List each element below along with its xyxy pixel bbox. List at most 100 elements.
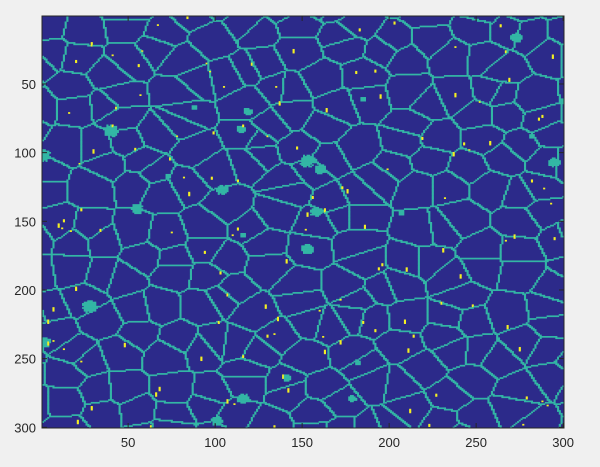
boundary-cell-2248 — [433, 173, 438, 176]
boundary-cell-3602 — [111, 276, 114, 279]
boundary-cell-4289 — [238, 326, 245, 329]
boundary-cell-696 — [426, 65, 429, 68]
boundary-cell-4151 — [337, 316, 340, 319]
boundary-cell-2838 — [327, 219, 332, 221]
boundary-cell-3039 — [560, 232, 563, 235]
boundary-cell-1759 — [379, 140, 382, 143]
boundary-cell-1596 — [459, 128, 467, 131]
boundary-cell-4955 — [485, 370, 490, 373]
boundary-cell-4745 — [80, 356, 83, 359]
boundary-cell-427 — [440, 47, 443, 50]
boundary-cell-3246 — [186, 249, 189, 252]
boundary-cell-4917 — [400, 367, 405, 370]
boundary-cell-3845 — [228, 294, 231, 297]
boundary-cell-962 — [42, 86, 48, 88]
boundary-cell-2631 — [443, 202, 450, 205]
spot-cell-3007 — [170, 231, 173, 234]
boundary-cell-3089 — [116, 237, 119, 239]
spot-cell-4348 — [374, 330, 377, 333]
boundary-cell-2561 — [344, 197, 349, 199]
boundary-cell-1123 — [66, 97, 78, 99]
boundary-cell-4634 — [532, 348, 535, 351]
boundary-cell-2193 — [170, 171, 173, 173]
boundary-cell-2589 — [179, 200, 182, 202]
boundary-cell-995 — [384, 87, 387, 90]
boundary-cell-4220 — [426, 320, 429, 323]
boundary-cell-3428 — [245, 264, 248, 267]
boundary-cell-4871 — [259, 364, 267, 367]
boundary-cell-4480 — [191, 340, 194, 342]
boundary-cell-3239 — [450, 248, 455, 250]
boundary-cell-2858 — [428, 220, 431, 223]
boundary-cell-1903 — [108, 151, 112, 154]
boundary-cell-1085 — [226, 94, 229, 96]
spot-cell-192 — [358, 29, 361, 32]
boundary-cell-1086 — [261, 94, 264, 96]
boundary-cell-227 — [515, 32, 520, 35]
boundary-cell-430 — [511, 47, 514, 50]
boundary-cell-516 — [200, 54, 205, 57]
boundary-cell-2046 — [409, 160, 412, 162]
boundary-cell-1115 — [419, 95, 422, 98]
boundary-cell-3723 — [188, 286, 191, 289]
boundary-cell-1474 — [557, 120, 563, 123]
boundary-cell-863 — [259, 77, 266, 80]
boundary-cell-659 — [61, 64, 64, 66]
boundary-cell-429 — [503, 47, 509, 50]
boundary-cell-4880 — [459, 364, 466, 367]
boundary-cell-1818 — [172, 146, 175, 149]
boundary-cell-1862 — [224, 149, 229, 151]
boundary-cell-3297 — [158, 253, 161, 256]
boundary-cell-2549 — [503, 195, 506, 198]
boundary-cell-3131 — [395, 239, 403, 242]
boundary-cell-3243 — [87, 249, 92, 252]
boundary-cell-4943 — [106, 370, 126, 373]
boundary-cell-4950 — [336, 370, 340, 373]
boundary-cell-3822 — [177, 293, 180, 296]
boundary-cell-1577 — [496, 127, 500, 129]
boundary-cell-19 — [557, 16, 563, 18]
boundary-cell-1665 — [172, 134, 177, 136]
boundary-cell-4434 — [102, 337, 109, 340]
spot-cell-2966 — [236, 228, 239, 231]
boundary-cell-4163 — [148, 318, 151, 320]
boundary-cell-3018 — [539, 231, 542, 234]
boundary-cell-3026 — [184, 232, 189, 235]
boundary-cell-4097 — [386, 312, 391, 315]
boundary-cell-4447 — [421, 337, 424, 340]
boundary-cell-713 — [339, 66, 342, 69]
boundary-cell-1032 — [384, 90, 389, 92]
boundary-cell-648 — [311, 62, 316, 65]
boundary-cell-2143 — [290, 167, 295, 169]
boundary-cell-3144 — [243, 241, 248, 243]
boundary-cell-1353 — [388, 112, 391, 114]
boundary-cell-3502 — [153, 270, 156, 272]
boundary-cell-1300 — [148, 109, 154, 112]
boundary-cell-2365 — [236, 182, 241, 184]
boundary-cell-1440 — [97, 119, 102, 121]
boundary-cell-2503 — [113, 193, 116, 195]
boundary-cell-282 — [278, 37, 281, 40]
spot-cell-3264 — [203, 250, 206, 253]
boundary-cell-3114 — [391, 238, 398, 241]
boundary-cell-1962 — [400, 154, 408, 157]
boundary-cell-203 — [228, 31, 231, 33]
boundary-cell-3449 — [325, 265, 330, 268]
boundary-cell-4852 — [256, 363, 262, 366]
boundary-cell-2116 — [181, 165, 191, 168]
boundary-cell-3752 — [449, 287, 455, 290]
spot-cell-2489 — [188, 191, 191, 194]
spot-cell-2790 — [306, 215, 309, 217]
boundary-cell-1652 — [289, 132, 292, 135]
boundary-cell-2613 — [431, 201, 434, 204]
boundary-cell-3891 — [548, 297, 554, 300]
boundary-cell-4689 — [214, 352, 217, 355]
boundary-cell-3517 — [550, 270, 556, 272]
boundary-cell-329 — [543, 40, 546, 43]
boundary-cell-518 — [247, 54, 252, 57]
boundary-cell-3984 — [478, 304, 487, 307]
boundary-cell-2863 — [73, 222, 76, 224]
boundary-cell-1820 — [245, 146, 248, 149]
boundary-cell-4314 — [423, 327, 426, 330]
boundary-cell-4258 — [360, 323, 363, 326]
